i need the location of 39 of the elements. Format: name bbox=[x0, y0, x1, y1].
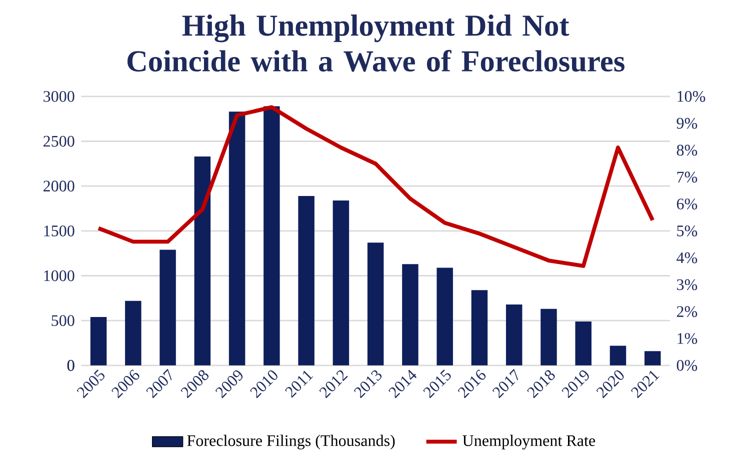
bar bbox=[575, 322, 592, 366]
bar bbox=[160, 250, 176, 366]
legend-label: Unemployment Rate bbox=[462, 434, 596, 450]
bar bbox=[125, 300, 142, 366]
y-tick-label: 1500 bbox=[44, 226, 74, 236]
bar bbox=[644, 351, 661, 366]
y-tick-label: 2500 bbox=[44, 136, 74, 147]
y-tick-label: 1000 bbox=[44, 270, 74, 282]
y2-tick-label: 9% bbox=[676, 118, 698, 129]
y-tick-label: 0 bbox=[67, 360, 74, 371]
bar bbox=[298, 196, 314, 366]
bar bbox=[506, 304, 522, 366]
bar bbox=[610, 346, 626, 366]
y2-tick-label: 5% bbox=[677, 226, 698, 236]
bar bbox=[264, 106, 280, 366]
y2-tick-label: 2% bbox=[676, 306, 698, 318]
y2-tick-label: 1% bbox=[678, 333, 698, 344]
y-tick-label: 2000 bbox=[44, 180, 74, 192]
y2-tick-label: 6% bbox=[676, 198, 698, 210]
chart-title: High Unemployment Did Not Coincide with a Wave of Foreclosures bbox=[127, 14, 624, 72]
y2-tick-label: 0% bbox=[676, 360, 698, 371]
legend-label: Foreclosure Filings (Thousands) bbox=[187, 434, 395, 450]
y-tick-label: 3000 bbox=[44, 91, 74, 102]
y2-tick-label: 4% bbox=[676, 252, 698, 264]
bar bbox=[332, 200, 350, 366]
bar bbox=[90, 317, 107, 366]
line-series bbox=[96, 105, 655, 268]
bar bbox=[471, 290, 488, 366]
bar bbox=[436, 268, 453, 366]
y2-tick-label: 3% bbox=[677, 279, 698, 290]
y2-tick-label: 8% bbox=[676, 144, 698, 156]
bar bbox=[540, 308, 557, 366]
bar bbox=[402, 264, 418, 366]
bar bbox=[194, 156, 211, 366]
y2-tick-label: 10% bbox=[678, 91, 706, 102]
y-tick-label: 500 bbox=[52, 315, 74, 326]
bar bbox=[367, 242, 384, 366]
y2-tick-label: 7% bbox=[677, 172, 698, 183]
bar bbox=[228, 112, 246, 366]
